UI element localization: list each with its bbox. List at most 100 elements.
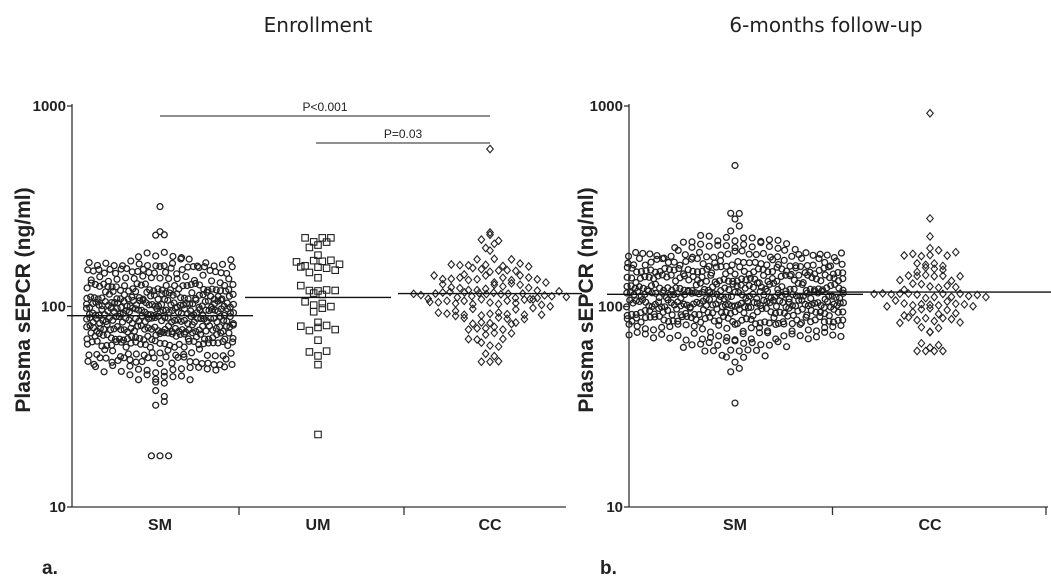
data-point-sm <box>714 237 722 245</box>
data-point-sm <box>710 253 718 261</box>
data-point-sm <box>717 308 726 317</box>
data-point-cc <box>468 319 477 329</box>
data-point-sm <box>180 353 188 361</box>
y-tick-label: 10 <box>49 499 66 516</box>
data-point-sm <box>762 304 771 313</box>
data-point-sm <box>162 281 170 290</box>
data-point-sm <box>642 314 650 322</box>
data-point-sm <box>731 288 739 296</box>
data-point-sm <box>674 331 682 340</box>
data-point-sm <box>150 287 158 295</box>
data-point-cc <box>447 282 456 292</box>
data-point-sm <box>127 339 135 347</box>
data-point-sm <box>186 364 194 372</box>
data-point-sm <box>161 314 169 322</box>
data-point-sm <box>781 246 789 254</box>
data-point-sm <box>735 364 743 372</box>
data-point-sm <box>722 337 731 345</box>
data-point-cc <box>473 274 482 284</box>
data-point-sm <box>676 274 684 282</box>
data-point-cc <box>447 274 456 284</box>
data-point-sm <box>103 320 111 329</box>
data-point-sm <box>674 246 682 255</box>
data-point-sm <box>625 320 633 328</box>
data-point-um <box>296 322 305 331</box>
panel-a-plot: 10 100 1000 SM UM CC P<0.001 P=0.03 <box>33 98 582 534</box>
data-point-cc <box>486 318 494 328</box>
data-point-sm <box>134 253 143 261</box>
data-point-sm <box>156 339 164 347</box>
data-point-sm <box>659 255 667 263</box>
data-point-sm <box>765 236 774 244</box>
data-point-sm <box>147 292 155 300</box>
data-point-cc <box>887 289 896 299</box>
data-point-sm <box>229 321 237 329</box>
data-point-sm <box>731 243 739 252</box>
data-point-cc <box>507 254 516 264</box>
data-point-sm <box>829 331 837 339</box>
data-point-sm <box>193 262 202 270</box>
data-point-sm <box>754 265 763 273</box>
data-point-sm <box>114 356 122 365</box>
data-point-sm <box>113 304 121 312</box>
data-point-sm <box>721 284 729 292</box>
data-point-sm <box>688 289 696 297</box>
data-point-sm <box>738 316 746 324</box>
data-point-sm <box>188 329 197 337</box>
data-point-sm <box>628 264 636 272</box>
data-point-sm <box>674 317 682 325</box>
data-point-sm <box>748 234 756 242</box>
data-point-cc <box>486 230 494 240</box>
data-point-cc <box>464 324 473 335</box>
data-point-sm <box>839 286 847 294</box>
data-point-sm <box>185 255 193 263</box>
data-point-sm <box>115 312 123 321</box>
data-point-sm <box>714 241 722 249</box>
data-point-sm <box>739 353 748 361</box>
data-point-sm <box>809 251 817 259</box>
data-point-cc <box>926 303 934 313</box>
data-point-sm <box>130 327 139 335</box>
data-point-sm <box>697 318 705 326</box>
data-point-sm <box>177 372 186 380</box>
data-point-sm <box>152 262 160 270</box>
data-point-cc <box>473 334 482 345</box>
category-label: CC <box>918 517 942 534</box>
data-point-sm <box>632 248 640 257</box>
data-point-sm <box>82 304 91 312</box>
category-label: SM <box>723 517 747 534</box>
data-point-sm <box>633 268 641 276</box>
data-point-sm <box>186 376 194 384</box>
data-point-sm <box>132 358 140 366</box>
data-point-sm <box>204 359 212 367</box>
data-point-sm <box>162 353 170 361</box>
data-point-sm <box>182 272 190 281</box>
data-point-sm <box>164 329 172 337</box>
data-point-sm <box>739 327 747 335</box>
data-point-sm <box>143 249 151 257</box>
data-point-cc <box>460 269 469 280</box>
data-point-sm <box>698 273 706 281</box>
data-point-cc <box>547 291 556 301</box>
data-point-sm <box>195 341 203 349</box>
data-point-sm <box>645 273 653 281</box>
data-point-sm <box>744 303 753 312</box>
data-point-sm <box>674 320 682 328</box>
data-point-cc <box>913 346 922 356</box>
data-point-sm <box>735 209 743 218</box>
data-point-sm <box>795 296 803 304</box>
data-point-sm <box>729 277 737 285</box>
data-point-cc <box>524 283 533 293</box>
data-point-sm <box>649 334 658 342</box>
data-point-sm <box>825 317 833 325</box>
data-point-sm <box>222 322 231 330</box>
data-point-sm <box>126 371 134 379</box>
data-point-sm <box>716 257 725 265</box>
data-point-sm <box>722 233 731 241</box>
data-point-sm <box>839 308 847 316</box>
data-point-sm <box>191 279 200 288</box>
data-point-sm <box>167 264 175 272</box>
data-point-sm <box>101 346 109 354</box>
data-point-sm <box>717 263 725 271</box>
data-point-sm <box>680 300 688 308</box>
